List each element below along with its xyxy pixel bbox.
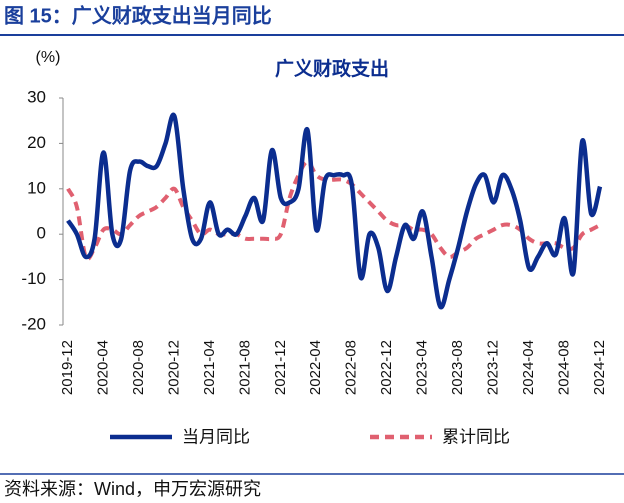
x-tick-label: 2021-08 xyxy=(236,340,253,395)
y-tick-label: 0 xyxy=(37,224,46,243)
legend-label: 累计同比 xyxy=(442,427,510,446)
x-tick-label: 2019-12 xyxy=(59,340,76,395)
x-tick-label: 2024-04 xyxy=(520,340,537,395)
x-tick-label: 2024-12 xyxy=(591,340,608,395)
x-tick-label: 2020-08 xyxy=(130,340,147,395)
x-tick-label: 2023-04 xyxy=(414,340,431,395)
y-tick-label: -20 xyxy=(21,314,46,333)
x-tick-label: 2024-08 xyxy=(556,340,573,395)
series-line xyxy=(66,159,601,261)
x-tick-label: 2021-04 xyxy=(201,340,218,395)
y-tick-label: 20 xyxy=(27,133,46,152)
y-tick-label: -10 xyxy=(21,269,46,288)
x-tick-label: 2022-12 xyxy=(378,340,395,395)
series-line xyxy=(66,112,603,310)
figure-title: 图 15：广义财政支出当月同比 xyxy=(4,3,272,27)
y-tick-label: 30 xyxy=(27,87,46,106)
x-tick-label: 2020-12 xyxy=(165,340,182,395)
x-tick-label: 2023-08 xyxy=(449,340,466,395)
y-unit: (%) xyxy=(36,49,61,66)
x-tick-label: 2022-04 xyxy=(307,340,324,395)
source: 资料来源：Wind，申万宏源研究 xyxy=(4,479,261,499)
x-tick-label: 2021-12 xyxy=(272,340,289,395)
y-tick-label: 10 xyxy=(27,178,46,197)
legend-label: 当月同比 xyxy=(182,427,250,446)
x-tick-label: 2023-12 xyxy=(485,340,502,395)
x-tick-label: 2020-04 xyxy=(94,340,111,395)
x-tick-label: 2022-08 xyxy=(343,340,360,395)
chart-title: 广义财政支出 xyxy=(275,57,389,80)
